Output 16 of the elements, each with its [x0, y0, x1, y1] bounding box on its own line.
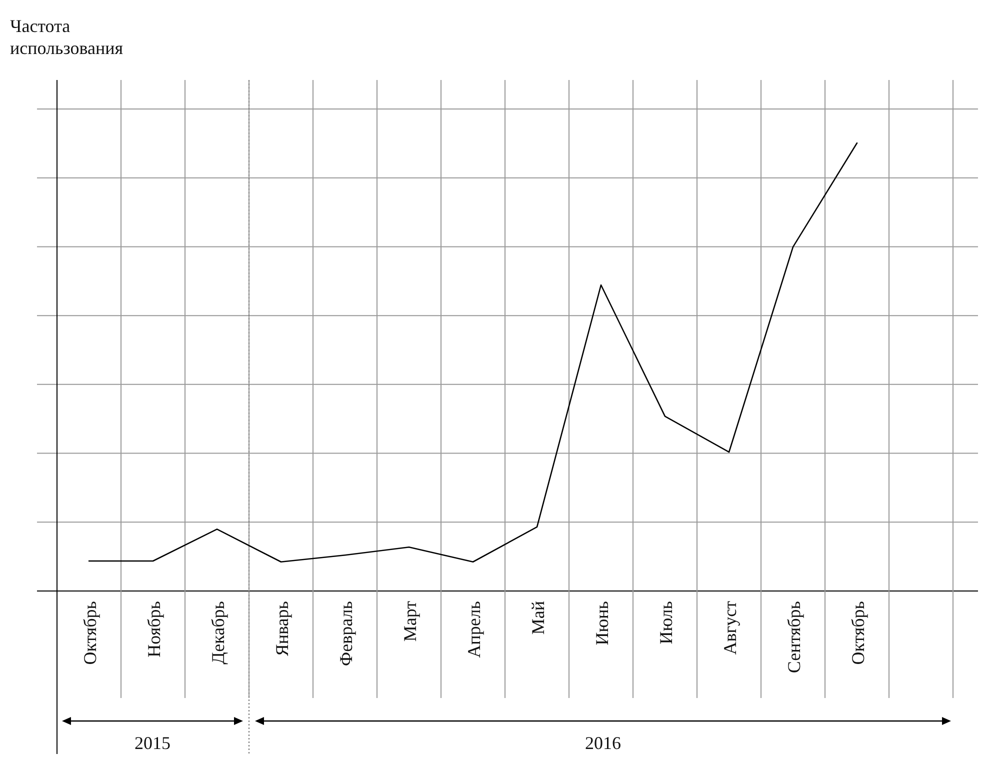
x-tick-label: Ноябрь — [144, 601, 164, 658]
x-tick-label: Декабрь — [208, 601, 228, 664]
x-tick-label: Август — [720, 600, 740, 655]
x-tick-label: Сентябрь — [784, 601, 804, 674]
x-tick-label: Октябрь — [80, 601, 100, 665]
x-tick-label: Март — [400, 600, 420, 642]
x-tick-label: Июль — [656, 601, 676, 644]
y-axis-title: Частота использования — [10, 16, 124, 58]
x-tick-label: Январь — [272, 601, 292, 656]
x-tick-label: Октябрь — [848, 601, 868, 665]
x-tick-label: Май — [528, 600, 548, 635]
text: 2016 — [585, 733, 621, 753]
text: 2015 — [134, 733, 170, 753]
x-tick-label: Апрель — [464, 601, 484, 658]
x-tick-label: Февраль — [336, 601, 356, 666]
x-tick-label: Июнь — [592, 601, 612, 646]
